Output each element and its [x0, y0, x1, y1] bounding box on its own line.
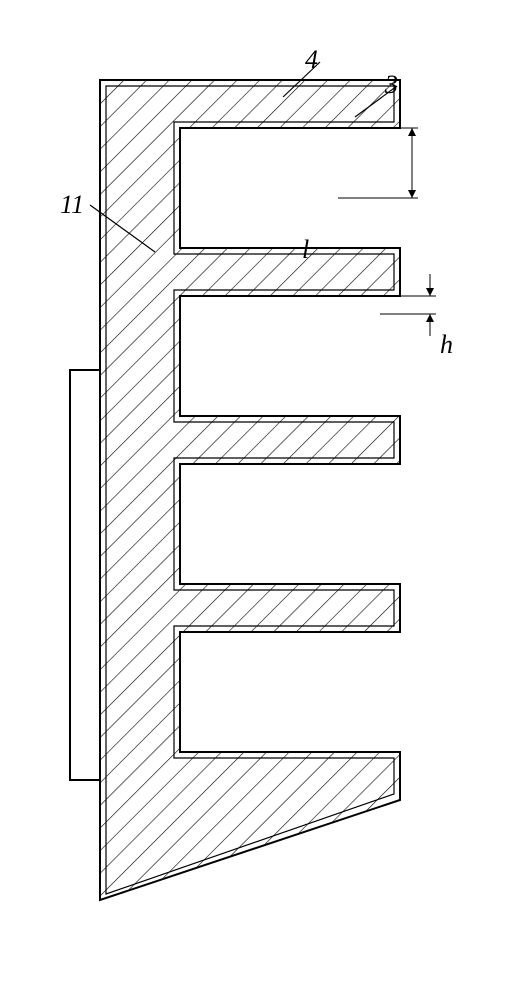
dimension-label-l: l — [302, 235, 309, 265]
technical-drawing — [0, 0, 525, 1000]
callout-label-3: 3 — [385, 70, 398, 100]
dimension-label-h: h — [440, 330, 453, 360]
figure-stage: 11 4 3 l h — [0, 0, 525, 1000]
callout-label-4: 4 — [305, 45, 318, 75]
callout-label-11: 11 — [60, 190, 84, 220]
